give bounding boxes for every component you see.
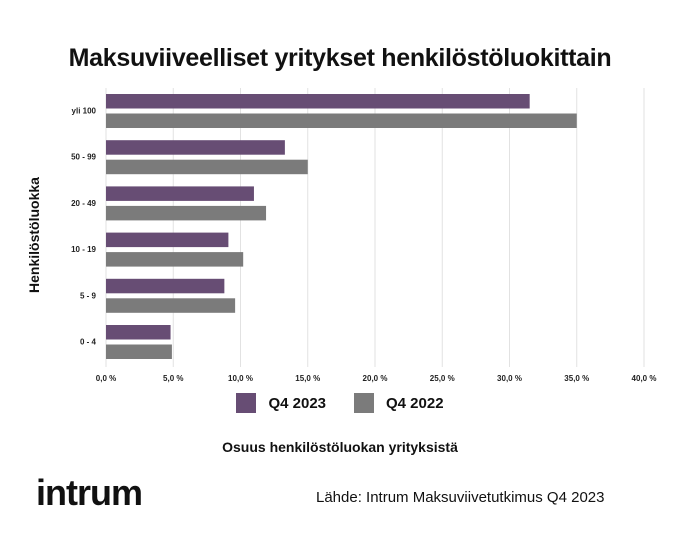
legend-swatch (236, 393, 257, 413)
x-axis-label: Osuus henkilöstöluokan yrityksistä (222, 439, 458, 455)
x-tick-label: 40,0 % (632, 374, 657, 383)
x-tick-label: 5,0 % (163, 374, 183, 383)
x-tick-label: 25,0 % (430, 374, 455, 383)
legend-label: Q4 2022 (386, 394, 444, 412)
y-axis-label: Henkilöstöluokka (26, 177, 42, 293)
y-category-label: 20 - 49 (71, 199, 96, 208)
bar-q4-2022 (106, 205, 267, 221)
legend-swatch (354, 393, 374, 413)
source-note: Lähde: Intrum Maksuviivetutkimus Q4 2023 (316, 489, 605, 506)
y-category-label: yli 100 (72, 107, 97, 116)
bar-q4-2022 (106, 298, 236, 313)
bar-q4-2023 (106, 278, 225, 294)
bar-q4-2023 (106, 186, 254, 201)
bar-q4-2022 (106, 159, 308, 175)
y-category-label: 5 - 9 (80, 291, 97, 300)
legend-item-q4-2023: Q4 2023 (236, 393, 326, 413)
y-category-label: 0 - 4 (80, 338, 97, 347)
legend-item-q4-2022: Q4 2022 (354, 393, 444, 413)
x-tick-label: 20,0 % (363, 374, 388, 383)
x-tick-label: 0,0 % (96, 374, 116, 383)
intrum-logo: intrum (36, 472, 143, 513)
legend-label: Q4 2023 (268, 394, 326, 412)
bar-q4-2023 (106, 325, 171, 340)
y-category-label: 10 - 19 (71, 245, 96, 254)
legend: Q4 2023 Q4 2022 (0, 393, 680, 413)
y-category-label: 50 - 99 (71, 153, 96, 162)
x-tick-label: 10,0 % (228, 374, 253, 383)
bar-q4-2022 (106, 252, 244, 267)
bar-q4-2023 (106, 232, 229, 248)
bar-q4-2022 (106, 344, 172, 359)
x-tick-label: 15,0 % (295, 374, 320, 383)
bar-q4-2023 (106, 140, 285, 155)
chart-title: Maksuviiveelliset yritykset henkilöstölu… (68, 44, 612, 72)
x-tick-label: 35,0 % (564, 374, 589, 383)
bar-q4-2023 (106, 94, 530, 109)
bar-q4-2022 (106, 113, 577, 128)
x-tick-label: 30,0 % (497, 374, 522, 383)
